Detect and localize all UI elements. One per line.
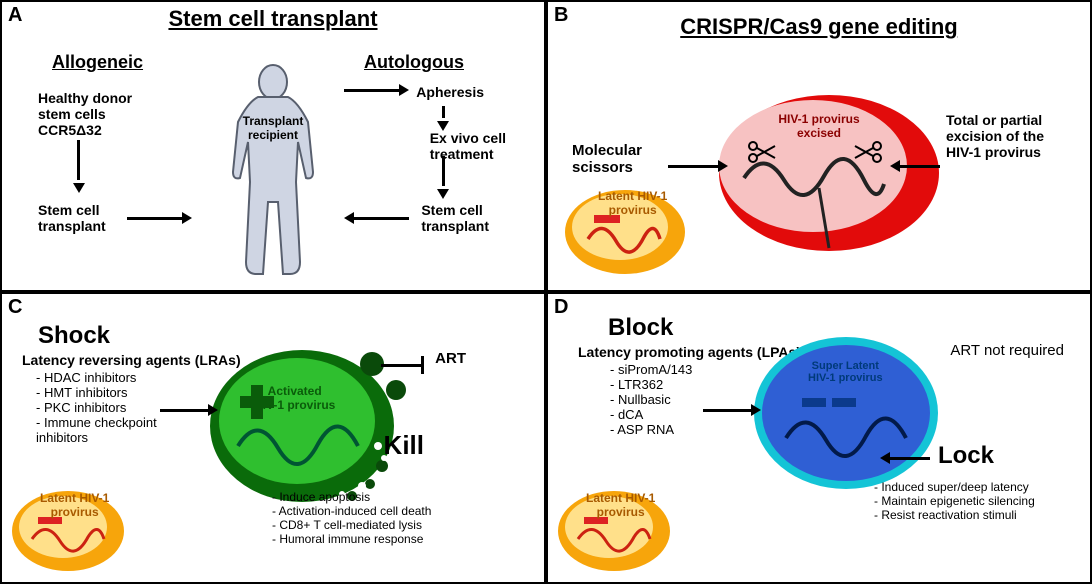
arrow-right-icon (703, 404, 761, 416)
lock-list: Induced super/deep latency Maintain epig… (874, 480, 1084, 522)
kill-heading: Kill (384, 430, 424, 461)
auto-step1: Apheresis (416, 84, 484, 100)
arrow-right-icon (668, 160, 728, 172)
art-block-icon (381, 356, 424, 374)
latent-label: Latent HIV-1 provirus (586, 491, 655, 519)
art-label: ART (435, 350, 466, 367)
list-item: HDAC inhibitors (36, 370, 157, 385)
superlatent-cell-icon (746, 328, 946, 498)
latent-cell-icon: Latent HIV-1 provirus (8, 481, 128, 578)
list-item: Resist reactivation stimuli (874, 508, 1084, 522)
lpa-list: siPromA/143 LTR362 Nullbasic dCA ASP RNA (610, 362, 692, 437)
arrow-left-icon (880, 452, 930, 464)
list-item: Induce apoptosis (272, 490, 431, 504)
panel-a: A Stem cell transplant Allogeneic Autolo… (0, 0, 546, 292)
latent-label: Latent HIV-1 provirus (40, 491, 109, 519)
list-item: Maintain epigenetic silencing (874, 494, 1084, 508)
list-item: LTR362 (610, 377, 692, 392)
recipient-label: Transplant recipient (243, 114, 304, 142)
shock-heading: Shock (38, 322, 110, 350)
lock-heading: Lock (938, 442, 994, 470)
list-item: siPromA/143 (610, 362, 692, 377)
panel-b-title: CRISPR/Cas9 gene editing (548, 14, 1090, 40)
list-item: HMT inhibitors (36, 385, 157, 400)
auto-step3: Stem cell transplant (421, 202, 489, 234)
figure-grid: A Stem cell transplant Allogeneic Autolo… (0, 0, 1092, 584)
list-item: Nullbasic (610, 392, 692, 407)
list-item: ASP RNA (610, 422, 692, 437)
panel-c-label: C (8, 296, 22, 319)
arrow-left-icon (344, 212, 409, 224)
arrow-right-icon (127, 212, 192, 224)
human-body-icon (208, 62, 338, 282)
arrow-down-icon (442, 106, 450, 136)
arrow-right-icon (344, 84, 409, 96)
list-item: dCA (610, 407, 692, 422)
panel-b-label: B (554, 4, 568, 27)
list-item: Humoral immune response (272, 532, 431, 546)
list-item: Activation-induced cell death (272, 504, 431, 518)
panel-d: D Block Latency promoting agents (LPAs) … (546, 292, 1092, 584)
art-not-required-label: ART not required (950, 342, 1064, 359)
provirus-excised-label: HIV-1 provirus excised (778, 112, 859, 140)
autologous-heading: Autologous (364, 52, 464, 73)
latent-cell-icon: Latent HIV-1 provirus (554, 481, 674, 578)
allo-step2: Stem cell transplant (38, 202, 106, 234)
allogeneic-heading: Allogeneic (52, 52, 143, 73)
list-item: Immune checkpoint inhibitors (36, 415, 157, 445)
kill-list: Induce apoptosis Activation-induced cell… (272, 490, 431, 546)
panel-c: C Shock Latency reversing agents (LRAs) … (0, 292, 546, 584)
arrow-down-icon (77, 140, 85, 198)
list-item: PKC inhibitors (36, 400, 157, 415)
latent-label: Latent HIV-1 provirus (598, 189, 667, 217)
allo-step1: Healthy donor stem cells CCR5Δ32 (38, 90, 132, 138)
panel-a-title: Stem cell transplant (2, 6, 544, 32)
excision-label: Total or partial excision of the HIV-1 p… (946, 112, 1076, 160)
arrow-left-icon (890, 160, 940, 172)
panel-b: B CRISPR/Cas9 gene editing HIV-1 proviru… (546, 0, 1092, 292)
activated-provirus-label: Activated HIV-1 provirus (254, 384, 335, 412)
arrow-right-icon (160, 404, 218, 416)
superlatent-label: Super Latent HIV-1 provirus (808, 360, 883, 384)
molecular-scissors-label: Molecular scissors (572, 142, 642, 176)
list-item: CD8+ T cell-mediated lysis (272, 518, 431, 532)
list-item: Induced super/deep latency (874, 480, 1084, 494)
block-heading: Block (608, 314, 673, 342)
arrow-down-icon (442, 156, 450, 204)
latent-cell-icon: Latent HIV-1 provirus (560, 177, 690, 282)
panel-d-label: D (554, 296, 568, 319)
lra-list: HDAC inhibitors HMT inhibitors PKC inhib… (36, 370, 157, 445)
panel-a-label: A (8, 4, 22, 27)
